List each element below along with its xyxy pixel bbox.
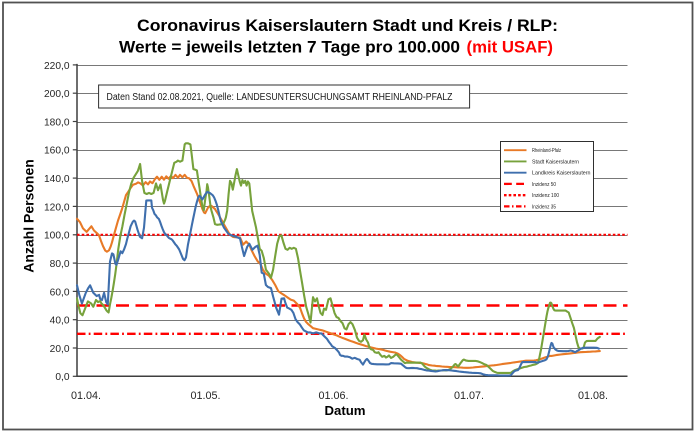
svg-text:0,0: 0,0 <box>55 372 69 383</box>
svg-text:Landkreis Kaiserslautern: Landkreis Kaiserslautern <box>532 171 591 177</box>
svg-text:01.06.: 01.06. <box>318 390 348 402</box>
svg-text:180,0: 180,0 <box>44 117 70 128</box>
svg-text:(mit USAF): (mit USAF) <box>467 38 554 56</box>
svg-text:40,0: 40,0 <box>50 316 70 327</box>
svg-text:200,0: 200,0 <box>44 89 70 100</box>
svg-text:80,0: 80,0 <box>50 259 70 270</box>
svg-text:Coronavirus Kaiserslautern Sta: Coronavirus Kaiserslautern Stadt und Kre… <box>137 17 558 35</box>
svg-text:220,0: 220,0 <box>44 61 70 72</box>
svg-text:100,0: 100,0 <box>44 231 70 242</box>
svg-text:20,0: 20,0 <box>50 344 70 355</box>
svg-text:01.04.: 01.04. <box>71 390 101 402</box>
svg-text:Inzidenz 100: Inzidenz 100 <box>532 193 559 199</box>
svg-text:Datum: Datum <box>324 403 365 418</box>
svg-text:Stadt Kaiserslautern: Stadt Kaiserslautern <box>532 159 579 165</box>
svg-text:Inzidenz 35: Inzidenz 35 <box>532 204 556 210</box>
svg-text:01.08.: 01.08. <box>578 390 608 402</box>
svg-text:Daten Stand 02.08.2021, Quelle: Daten Stand 02.08.2021, Quelle: LANDESUN… <box>107 92 453 103</box>
svg-text:Rheinland-Pfalz: Rheinland-Pfalz <box>532 148 561 154</box>
svg-text:120,0: 120,0 <box>44 202 70 213</box>
svg-text:60,0: 60,0 <box>50 287 70 298</box>
svg-text:140,0: 140,0 <box>44 174 70 185</box>
svg-text:Werte = jeweils letzten 7 Tage: Werte = jeweils letzten 7 Tage pro 100.0… <box>119 38 460 56</box>
svg-text:01.05.: 01.05. <box>190 390 220 402</box>
svg-text:Inzidenz 50: Inzidenz 50 <box>532 182 556 188</box>
svg-text:Anzahl Personen: Anzahl Personen <box>21 159 37 273</box>
svg-text:160,0: 160,0 <box>44 146 70 157</box>
svg-text:01.07.: 01.07. <box>454 390 484 402</box>
